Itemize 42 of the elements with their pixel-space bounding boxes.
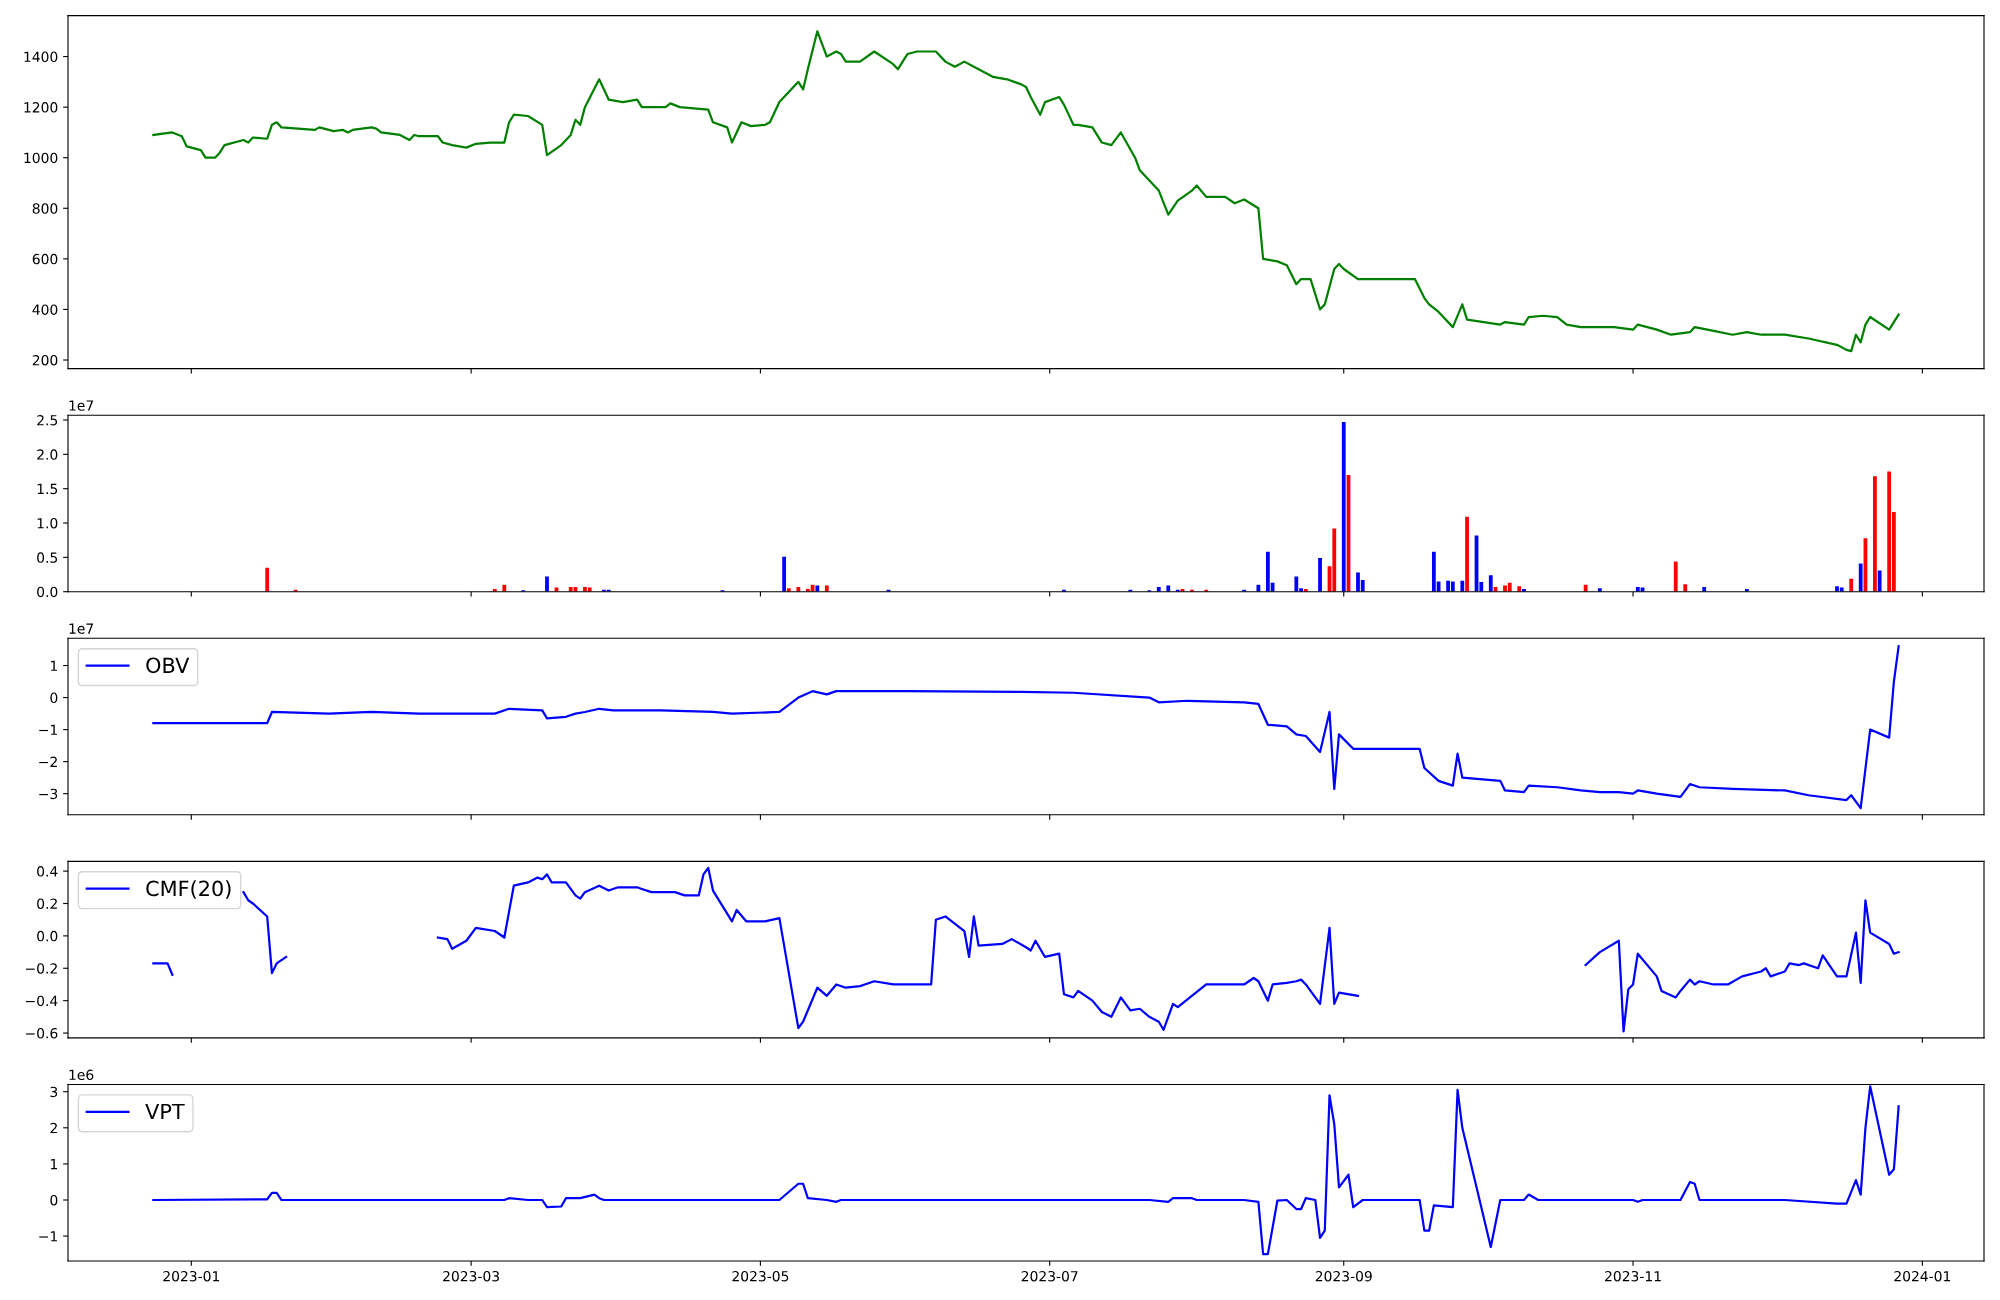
y-tick-label: 1000 — [24, 152, 58, 164]
y-tick-label: 0.5 — [37, 552, 58, 563]
y-tick-label: 1.5 — [37, 483, 58, 495]
x-tick-label: 2023-07 — [1021, 1270, 1078, 1282]
x-tick-label: 2023-03 — [443, 1270, 500, 1282]
y-tick-label: 1200 — [24, 102, 58, 113]
text: 1e7 — [69, 400, 94, 411]
x-tick-label: 2023-11 — [1605, 1270, 1661, 1282]
y-tick-label: 200 — [32, 354, 58, 366]
y-tick-label: 3 — [50, 1086, 58, 1098]
y-tick-label: −1 — [39, 724, 57, 735]
y-tick-label: −0.6 — [26, 1028, 58, 1039]
y-tick-label: −0.2 — [26, 963, 57, 974]
legend-label: OBV — [146, 657, 190, 674]
y-tick-label: 2 — [50, 1122, 57, 1134]
text: 1e7 — [69, 623, 94, 634]
y-tick-label: 1.0 — [37, 517, 58, 529]
y-tick-label: 2.5 — [37, 414, 58, 426]
y-tick-label: −0.4 — [26, 995, 58, 1007]
y-tick-label: 1 — [50, 660, 57, 671]
y-tick-label: −2 — [39, 756, 57, 767]
y-tick-label: 0 — [50, 1194, 58, 1206]
y-tick-label: −1 — [39, 1231, 57, 1242]
y-tick-label: 400 — [32, 304, 58, 315]
x-tick-label: 2023-09 — [1315, 1270, 1372, 1282]
y-tick-label: 600 — [32, 253, 58, 265]
y-tick-label: 1400 — [24, 51, 58, 63]
x-tick-label: 2023-05 — [732, 1270, 789, 1282]
y-tick-label: 2.0 — [37, 449, 58, 460]
y-tick-label: 800 — [32, 203, 58, 214]
x-tick-label: 2024-01 — [1894, 1270, 1951, 1282]
legend-label: VPT — [145, 1103, 185, 1120]
y-tick-label: 1 — [50, 1159, 57, 1170]
y-tick-label: 0.2 — [37, 898, 57, 909]
legend-label: CMF(20) — [146, 880, 231, 899]
text: 1e6 — [69, 1069, 94, 1081]
x-tick-label: 2023-01 — [163, 1270, 220, 1282]
y-tick-label: 0 — [50, 692, 58, 704]
y-tick-label: 0.0 — [37, 930, 58, 942]
y-tick-label: 0.4 — [37, 866, 58, 877]
y-tick-label: 0.0 — [37, 586, 58, 598]
y-tick-label: −3 — [39, 788, 58, 800]
